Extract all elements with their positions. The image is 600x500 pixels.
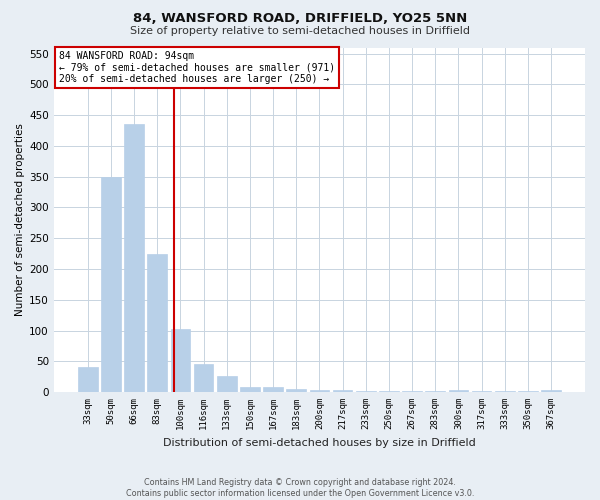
Text: 84 WANSFORD ROAD: 94sqm
← 79% of semi-detached houses are smaller (971)
20% of s: 84 WANSFORD ROAD: 94sqm ← 79% of semi-de… (59, 51, 335, 84)
Bar (170, 328, 190, 392)
Bar (286, 389, 306, 392)
Bar (449, 390, 468, 392)
Bar (217, 376, 236, 392)
Y-axis label: Number of semi-detached properties: Number of semi-detached properties (15, 124, 25, 316)
Bar (379, 391, 399, 392)
Text: Contains HM Land Registry data © Crown copyright and database right 2024.
Contai: Contains HM Land Registry data © Crown c… (126, 478, 474, 498)
Text: 84, WANSFORD ROAD, DRIFFIELD, YO25 5NN: 84, WANSFORD ROAD, DRIFFIELD, YO25 5NN (133, 12, 467, 26)
Bar (101, 176, 121, 392)
Bar (310, 390, 329, 392)
Bar (78, 368, 98, 392)
X-axis label: Distribution of semi-detached houses by size in Driffield: Distribution of semi-detached houses by … (163, 438, 476, 448)
Bar (124, 124, 144, 392)
Bar (356, 391, 376, 392)
Text: Size of property relative to semi-detached houses in Driffield: Size of property relative to semi-detach… (130, 26, 470, 36)
Bar (194, 364, 214, 392)
Bar (148, 254, 167, 392)
Bar (333, 390, 352, 392)
Bar (240, 386, 260, 392)
Bar (541, 390, 561, 392)
Bar (263, 386, 283, 392)
